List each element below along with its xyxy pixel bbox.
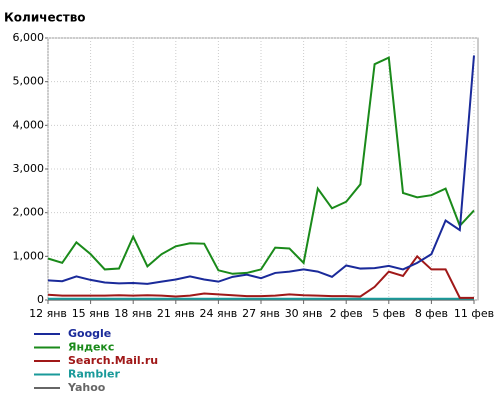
y-tick-label: 3,000	[13, 162, 45, 175]
chart-title: Количество	[4, 11, 86, 25]
x-tick-label: 15 янв	[72, 307, 110, 320]
legend-label: Rambler	[68, 368, 120, 381]
legend-label: Search.Mail.ru	[68, 354, 158, 367]
y-tick-label: 4,000	[13, 118, 45, 131]
y-tick-label: 5,000	[13, 75, 45, 88]
x-tick-label: 11 фев	[454, 307, 494, 320]
legend-label: Google	[68, 327, 111, 340]
series-line	[47, 56, 475, 275]
x-tick-label: 8 фев	[415, 307, 448, 320]
y-tick-label: 1,000	[13, 249, 45, 262]
legend-label: Yahoo	[67, 381, 106, 394]
x-tick-label: 2 фев	[330, 307, 363, 320]
x-tick-label: 5 фев	[372, 307, 405, 320]
x-tick-label: 18 янв	[114, 307, 152, 320]
series-line	[47, 55, 475, 285]
legend-label: Яндекс	[68, 341, 114, 354]
series-line	[47, 254, 474, 299]
y-tick-label: 6,000	[13, 31, 45, 44]
y-tick-label: 0	[37, 293, 44, 306]
x-tick-label: 27 янв	[242, 307, 280, 320]
x-tick-label: 21 янв	[157, 307, 195, 320]
x-tick-label: 12 янв	[29, 307, 67, 320]
x-tick-label: 30 янв	[285, 307, 323, 320]
x-tick-label: 24 янв	[200, 307, 238, 320]
y-tick-label: 2,000	[13, 206, 45, 219]
